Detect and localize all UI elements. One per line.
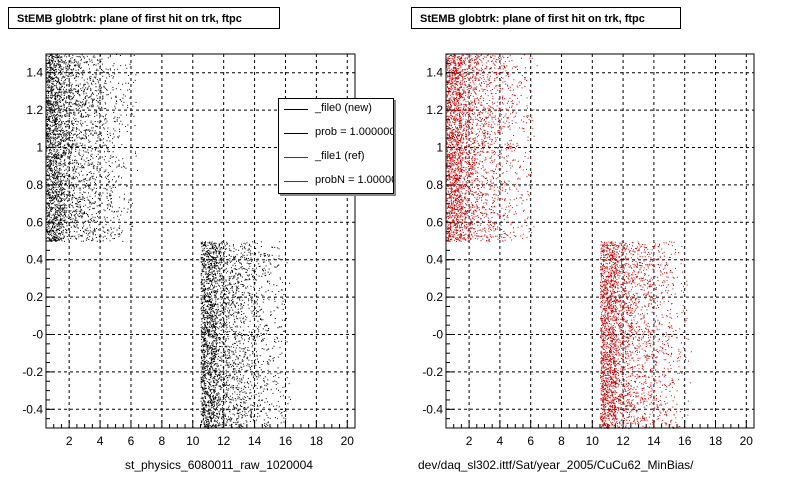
x-tick-label: 8 — [159, 434, 166, 448]
y-tick-label: -0.2 — [422, 365, 443, 379]
legend-label: probN = 1.000000 — [315, 174, 393, 186]
y-tick-label: 1 — [36, 141, 43, 155]
plot-title-left: StEMB globtrk: plane of first hit on trk… — [8, 7, 280, 29]
scatter-plot-left: 2 4 6 8 10 12 14 16 18 20 -0.4 -0.2 -0 0.2 0.4 0.6 0.8 1 1… — [22, 53, 356, 448]
legend: _file0 (new) prob = 1.000000 _file1 (ref… — [278, 98, 394, 194]
y-tick-label: 0.6 — [26, 215, 43, 229]
y-tick-label: 0.2 — [426, 290, 443, 304]
y-tick-label: 0.8 — [426, 178, 443, 192]
y-tick-label: -0.2 — [22, 365, 43, 379]
x-tick-label: 20 — [341, 434, 355, 448]
legend-item-probn: probN = 1.000000 — [279, 171, 393, 191]
x-axis-title-left: st_physics_6080011_raw_1020004 — [125, 458, 313, 472]
plot-frame — [45, 53, 356, 429]
y-tick-label: 0.2 — [26, 290, 43, 304]
y-tick-label: 1.2 — [426, 103, 443, 117]
y-tick-label: 0.4 — [26, 253, 43, 267]
series-points — [446, 54, 692, 429]
x-tick-label: 2 — [466, 434, 473, 448]
y-tick-label: 0.4 — [426, 253, 443, 267]
y-tick-label: 1.4 — [26, 66, 43, 80]
x-tick-label: 12 — [616, 434, 630, 448]
x-tick-label: 10 — [586, 434, 600, 448]
x-tick-label: 4 — [497, 434, 504, 448]
y-tick-label: -0 — [32, 328, 43, 342]
x-tick-label: 18 — [709, 434, 723, 448]
ticks: 2 4 6 8 10 12 14 16 18 20 -0.4 -0.2 -0 0.2 0.4 0.6 0.8 1 1… — [22, 62, 355, 448]
legend-line-ref — [284, 157, 308, 158]
legend-label: _file1 (ref) — [315, 150, 365, 162]
legend-label: _file0 (new) — [315, 102, 372, 114]
legend-label: prob = 1.000000 — [315, 126, 394, 138]
y-tick-label: -0.4 — [22, 402, 43, 416]
legend-item-ref: _file1 (ref) — [279, 147, 393, 167]
grid — [446, 54, 754, 428]
x-tick-label: 6 — [128, 434, 135, 448]
x-tick-label: 12 — [217, 434, 231, 448]
x-tick-label: 6 — [527, 434, 534, 448]
y-tick-label: 1 — [436, 141, 443, 155]
y-tick-label: -0.4 — [422, 402, 443, 416]
y-tick-label: 1.2 — [26, 103, 43, 117]
x-tick-label: 10 — [186, 434, 200, 448]
legend-item-new: _file0 (new) — [279, 99, 393, 119]
x-tick-label: 16 — [279, 434, 293, 448]
legend-line-new — [284, 109, 308, 110]
x-tick-label: 2 — [66, 434, 73, 448]
y-tick-label: -0 — [432, 328, 443, 342]
x-tick-label: 14 — [248, 434, 262, 448]
x-tick-label: 18 — [310, 434, 324, 448]
x-tick-label: 20 — [740, 434, 754, 448]
y-tick-label: 0.8 — [26, 178, 43, 192]
legend-line-prob — [284, 133, 308, 134]
plot-frame — [445, 53, 755, 429]
x-tick-label: 14 — [647, 434, 661, 448]
x-tick-label: 8 — [558, 434, 565, 448]
y-tick-label: 0.6 — [426, 215, 443, 229]
scatter-points — [446, 54, 692, 429]
x-axis-title-right: dev/daq_sl302.ittf/Sat/year_2005/CuCu62_… — [418, 458, 694, 472]
y-tick-label: 1.4 — [426, 66, 443, 80]
ticks: 2 4 6 8 10 12 14 16 18 20 -0.4 -0.2 -0 0.2 0.4 0.6 0.8 1 1… — [422, 62, 754, 448]
x-tick-label: 4 — [97, 434, 104, 448]
x-tick-label: 16 — [678, 434, 692, 448]
legend-item-prob: prob = 1.000000 — [279, 123, 394, 143]
legend-line-probn — [284, 181, 308, 182]
plot-title-right: StEMB globtrk: plane of first hit on trk… — [411, 7, 681, 29]
